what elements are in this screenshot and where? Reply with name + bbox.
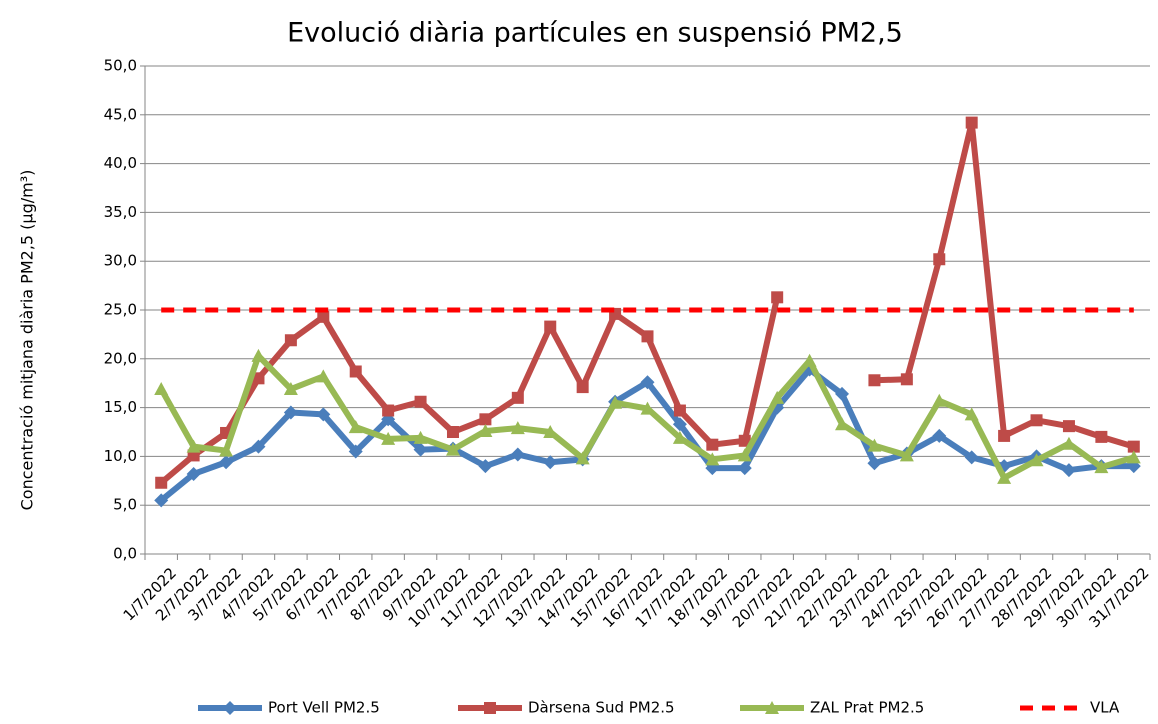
triangle-marker <box>1029 453 1044 467</box>
diamond-marker <box>348 444 363 459</box>
triangle-marker <box>672 430 687 444</box>
series-line <box>159 119 1135 486</box>
triangle-marker <box>543 425 558 438</box>
triangle-marker <box>737 448 752 462</box>
y-tick-label: 15,0 <box>104 398 137 416</box>
diamond-marker <box>219 455 234 470</box>
y-tick-label: 20,0 <box>104 349 137 367</box>
triangle-marker <box>219 443 234 457</box>
triangle-marker <box>348 420 363 434</box>
diamond-marker <box>316 407 331 422</box>
y-tick-label: 35,0 <box>104 203 137 221</box>
triangle-marker <box>899 448 914 462</box>
diamond-marker <box>672 417 687 432</box>
diamond-marker <box>510 447 525 462</box>
square-marker <box>738 434 751 447</box>
square-marker <box>317 310 330 323</box>
diamond-marker <box>640 375 655 390</box>
legend-label: Dàrsena Sud PM2.5 <box>528 699 675 717</box>
triangle-marker <box>608 395 623 409</box>
square-marker <box>349 365 362 378</box>
triangle-marker <box>478 424 493 438</box>
square-marker <box>284 334 297 347</box>
diamond-marker <box>154 493 169 508</box>
triangle-marker <box>251 348 266 362</box>
y-tick-label: 25,0 <box>104 301 137 319</box>
square-marker <box>544 320 557 333</box>
square-marker <box>706 438 719 451</box>
square-marker <box>900 373 913 386</box>
legend-label: VLA <box>1090 699 1120 717</box>
triangle-marker <box>445 442 460 456</box>
triangle-marker <box>1061 436 1076 450</box>
triangle-marker <box>770 390 785 404</box>
triangle-marker <box>283 382 298 396</box>
square-marker <box>641 330 654 343</box>
chart-title: Evolució diària partícules en suspensió … <box>287 18 903 49</box>
square-marker <box>868 374 881 387</box>
diamond-marker <box>186 466 201 481</box>
square-marker <box>382 404 395 417</box>
triangle-marker <box>997 470 1012 484</box>
y-tick-label: 50,0 <box>104 57 137 75</box>
triangle-marker <box>510 421 525 435</box>
triangle-marker <box>186 439 201 453</box>
diamond-marker <box>223 701 237 715</box>
diamond-marker <box>413 442 428 457</box>
diamond-marker <box>964 450 979 465</box>
diamond-marker <box>251 439 266 454</box>
y-tick-label: 30,0 <box>104 252 137 270</box>
square-marker <box>933 253 946 266</box>
triangle-marker <box>575 451 590 465</box>
triangle-marker <box>381 431 396 445</box>
y-tick-label: 0,0 <box>113 545 137 563</box>
diamond-marker <box>835 386 850 401</box>
triangle-marker <box>316 369 331 383</box>
triangle-marker <box>932 393 947 407</box>
diamond-marker <box>478 459 493 474</box>
square-marker <box>479 413 492 426</box>
diamond-marker <box>737 461 752 476</box>
square-marker <box>484 702 496 714</box>
triangle-marker <box>705 452 720 466</box>
triangle-marker <box>802 353 817 367</box>
triangle-marker <box>1094 460 1109 474</box>
square-marker <box>1127 440 1140 453</box>
y-tick-label: 45,0 <box>104 105 137 123</box>
square-marker <box>155 476 168 489</box>
y-tick-label: 40,0 <box>104 154 137 172</box>
triangle-marker <box>867 438 882 452</box>
diamond-marker <box>932 428 947 443</box>
triangle-marker <box>964 407 979 421</box>
square-marker <box>1030 414 1043 427</box>
square-marker <box>771 291 784 304</box>
y-axis-label: Concentració mitjana diària PM2,5 (µg/m³… <box>18 170 37 511</box>
square-marker <box>576 381 589 394</box>
legend-label: ZAL Prat PM2.5 <box>810 699 924 717</box>
square-marker <box>1095 430 1108 443</box>
y-tick-label: 10,0 <box>104 447 137 465</box>
y-tick-label: 5,0 <box>113 496 137 514</box>
diamond-marker <box>867 456 882 471</box>
triangle-marker <box>154 382 169 396</box>
square-marker <box>414 395 427 408</box>
diamond-marker <box>543 455 558 470</box>
square-marker <box>965 116 978 129</box>
square-marker <box>252 372 265 385</box>
diamond-marker <box>283 405 298 420</box>
triangle-marker <box>1126 450 1141 464</box>
diamond-marker <box>1061 463 1076 478</box>
square-marker <box>446 426 459 438</box>
square-marker <box>511 391 524 404</box>
square-marker <box>998 429 1011 442</box>
square-marker <box>673 404 686 417</box>
triangle-marker <box>765 701 779 714</box>
legend-label: Port Vell PM2.5 <box>268 699 380 717</box>
triangle-marker <box>413 430 428 444</box>
triangle-marker <box>640 401 655 415</box>
triangle-marker <box>835 417 850 431</box>
square-marker <box>1062 420 1075 433</box>
